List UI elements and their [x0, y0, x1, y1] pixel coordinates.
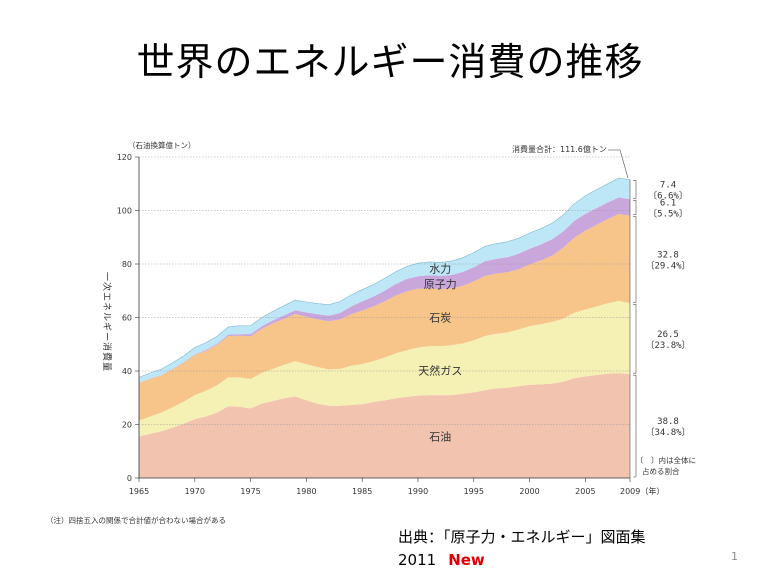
- right-share-label: 〔34.8%〕: [645, 427, 690, 438]
- total-outline: [138, 177, 631, 378]
- x-tick-label: 2005: [575, 487, 595, 496]
- unit-label: （石油換算億トン）: [128, 140, 196, 150]
- series-label-2: 石炭: [429, 312, 451, 325]
- gridlines: [139, 156, 630, 425]
- source-year: 2011: [398, 551, 437, 569]
- legend-note-line1: 〔 〕内は全体に: [636, 455, 696, 465]
- x-tick-label: 1975: [240, 487, 260, 496]
- total-annotation: 消費量合計：111.6億トン: [512, 144, 607, 154]
- chart-footnote: （注）四捨五入の関係で合計値が合わない場合がある: [46, 515, 226, 525]
- x-tick-label: 2009（年）: [620, 486, 664, 496]
- y-axis-label: 一次エネルギー消費量: [101, 272, 113, 372]
- right-value-label: 7.4: [660, 180, 676, 190]
- area-series-1: [139, 300, 630, 437]
- area-series-2: [139, 214, 630, 421]
- y-tick-label: 60: [122, 314, 132, 323]
- y-tick-label: 100: [117, 207, 132, 216]
- area-series-0: [139, 373, 630, 478]
- x-tick-label: 1990: [408, 487, 428, 496]
- area-series: [138, 177, 631, 478]
- source-citation: 出典：「原子力・エネルギー」図面集 2011 New: [398, 526, 646, 572]
- series-labels: 石油 天然ガス 石炭 原子力 水力: [418, 262, 462, 443]
- x-tick-label: 1965: [129, 487, 149, 496]
- right-share-label: 〔6.6%〕: [648, 190, 688, 201]
- series-label-1: 天然ガス: [418, 364, 462, 378]
- y-tick-label: 20: [122, 421, 132, 430]
- x-tick-label: 1995: [464, 487, 484, 496]
- legend-note-line2: 占める割合: [642, 466, 680, 476]
- right-bracket: [633, 304, 637, 374]
- source-year-line: 2011 New: [398, 549, 646, 572]
- slide-title: 世界のエネルギー消費の推移: [136, 40, 644, 84]
- new-badge: New: [448, 551, 485, 569]
- right-bracket: [633, 199, 637, 215]
- y-tick-label: 40: [122, 367, 132, 376]
- area-series-4: [139, 178, 630, 383]
- right-share-label: 〔5.5%〕: [648, 208, 688, 219]
- right-value-label: 38.8: [657, 417, 679, 427]
- y-tick-label: 120: [117, 153, 132, 162]
- right-value-label: 6.1: [660, 198, 676, 208]
- right-share-label: 〔23.8%〕: [645, 340, 690, 351]
- series-label-3: 原子力: [424, 278, 457, 291]
- right-bracket: [633, 374, 637, 478]
- x-tick-label: 2000: [519, 487, 539, 496]
- page-number: 1: [731, 550, 738, 563]
- right-share-label: 〔29.4%〕: [645, 260, 690, 271]
- right-bracket: [633, 216, 637, 303]
- x-tick-label: 1985: [352, 487, 372, 496]
- y-tick-label: 80: [122, 260, 132, 269]
- y-tick-label: 0: [127, 474, 132, 483]
- series-label-0: 石油: [429, 430, 451, 444]
- right-value-labels: 7.4〔6.6%〕6.1〔5.5%〕 32.8〔29.4%〕 26.5〔23.8%〕…: [633, 180, 691, 478]
- source-line: 出典：「原子力・エネルギー」図面集: [398, 528, 646, 546]
- series-label-4: 水力: [429, 262, 451, 275]
- x-tick-label: 1980: [296, 487, 316, 496]
- right-value-label: 26.5: [657, 330, 679, 340]
- tick-labels: 0 20 40 60 80 100 120 1965 1970 1975 1980 1985 1990 1…: [117, 153, 665, 496]
- total-annotation-arrow: [619, 149, 629, 179]
- right-bracket: [633, 180, 637, 199]
- right-value-label: 32.8: [657, 250, 679, 260]
- x-tick-label: 1970: [185, 487, 205, 496]
